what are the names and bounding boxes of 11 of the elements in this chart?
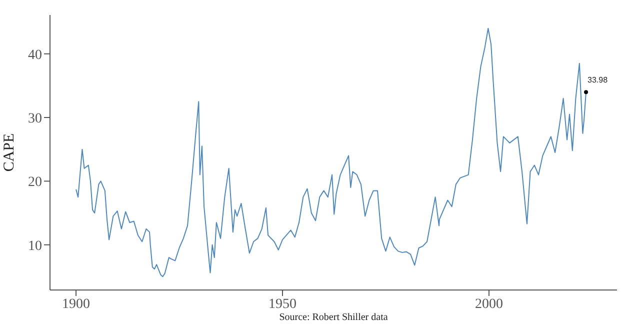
data-label: 33.98 [588,76,608,85]
line-series [76,28,587,278]
y-tick-label: 10 [28,238,42,254]
x-tick-label: 2000 [474,296,503,312]
y-tick-label: 30 [28,111,42,126]
x-axis-title: Source: Robert Shiller data [279,312,388,323]
y-tick-label: 20 [28,175,42,190]
y-axis-title: CAPE [1,133,18,172]
y-tick-label: 40 [28,48,42,63]
x-tick-label: 1950 [268,296,296,312]
x-tick-label: 1900 [62,296,90,312]
